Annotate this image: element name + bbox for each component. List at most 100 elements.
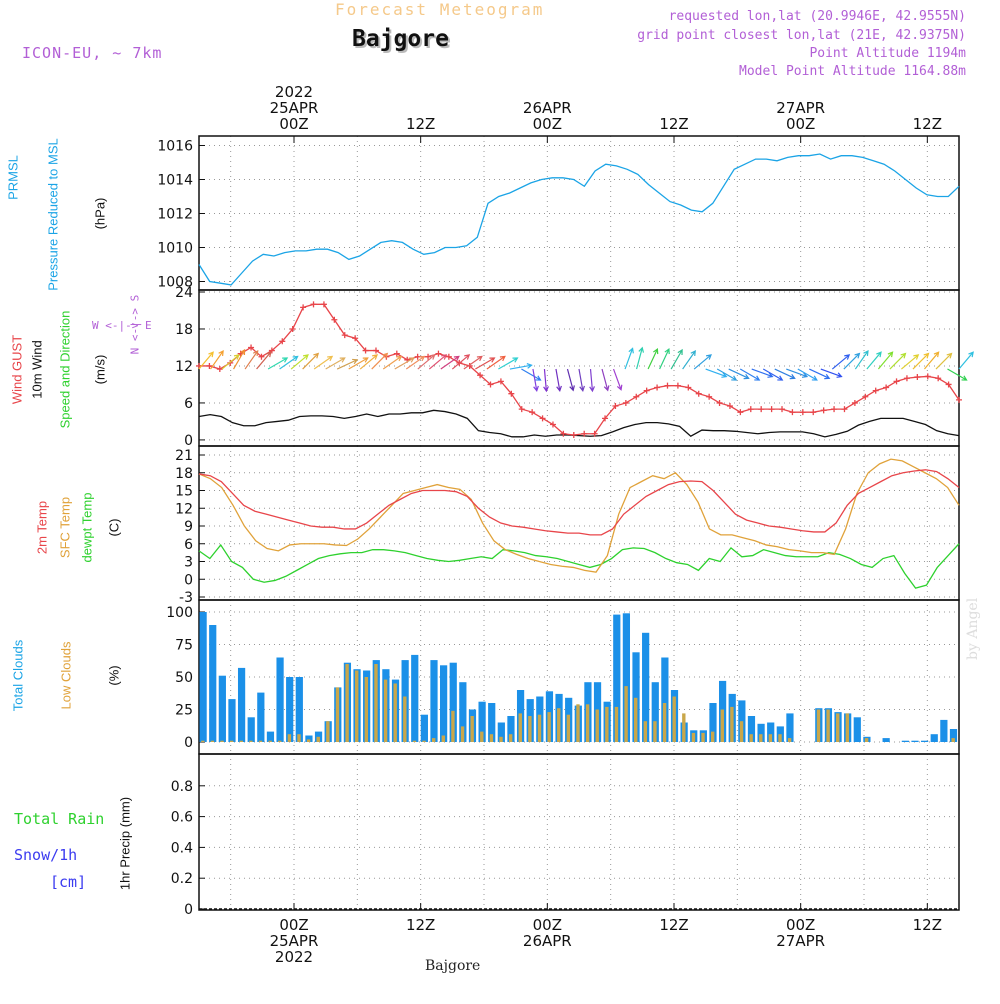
low-cloud-bar (701, 732, 705, 742)
wind-gust-line-marker (602, 415, 609, 422)
wind-gust-line-marker (331, 316, 338, 323)
total-cloud-bar (276, 657, 284, 742)
wind-gust-line-marker (883, 384, 890, 391)
y-tick-label: 50 (175, 670, 193, 686)
model-label: ICON-EU, ~ 7km (22, 44, 163, 62)
wind-gust-line-marker (497, 378, 504, 385)
wind-arrow (831, 354, 851, 370)
low-cloud-bar (595, 709, 599, 742)
low-cloud-bar (355, 670, 359, 742)
wind-gust-line-marker (268, 347, 275, 354)
low-cloud-bar (710, 731, 715, 742)
wind-gust-line-marker (258, 353, 265, 360)
low-cloud-bar (845, 713, 850, 742)
low-cloud-bar (547, 712, 551, 742)
low-cloud-bar (672, 696, 676, 742)
x-tick-label-bottom: 12Z (913, 916, 942, 934)
x-tick-label-top: 12Z (913, 115, 942, 133)
precip-axis-label: 1hr Precip (mm) (117, 796, 133, 891)
x-tick-label-top: 2022 (275, 83, 313, 101)
low-cloud-bar (345, 664, 349, 742)
wind-gust-line-marker (310, 301, 317, 308)
panel-frame-temperature (198, 445, 960, 601)
wind-arrow (901, 354, 920, 370)
low-cloud-bar (749, 734, 753, 742)
wind-gust-line-marker (425, 353, 432, 360)
total-cloud-bar (411, 654, 419, 742)
y-tick-label: 1016 (157, 139, 193, 155)
wind-arrow (774, 368, 796, 380)
y-tick-label: 1012 (157, 207, 193, 223)
low-cloud-bar (826, 709, 830, 742)
low-cloud-bar (759, 734, 763, 742)
x-tick-label-bottom: 00Z (786, 916, 815, 934)
wind-arrow (705, 368, 728, 378)
wind-gust-line-marker (248, 344, 255, 351)
total-cloud-bar (930, 734, 938, 742)
low-cloud-bar (220, 740, 224, 742)
y-tick-label: 0.6 (171, 810, 193, 826)
total-cloud-bar (295, 677, 303, 742)
wind-gust-line-marker (956, 396, 962, 403)
grid-point-coords: grid point closest lon,lat (21E, 42.9375… (637, 28, 966, 43)
wind-arrow (279, 355, 299, 370)
total-cloud-bar (497, 722, 505, 742)
low-cloud-bar (778, 734, 782, 742)
wind-arrow (786, 368, 809, 378)
wind-arrow (820, 368, 843, 378)
footer-location: Bajgore (425, 958, 481, 974)
low-cloud-bar (528, 716, 532, 742)
y-tick-label: 18 (175, 466, 193, 482)
low-cloud-bar (278, 740, 282, 742)
wind-gust-line-marker (945, 381, 952, 388)
wind-gust-line-marker (487, 381, 494, 388)
wind-gust-line-marker (924, 373, 931, 380)
prmsl-label: PRMSL (5, 155, 21, 200)
total-cloud-bar (440, 665, 448, 742)
total-cloud-bar (901, 740, 909, 742)
wind-gust-line-marker (591, 430, 598, 437)
wind-gust-line-marker (435, 350, 442, 357)
wind-gust-line-marker (685, 384, 692, 391)
wind-arrow (555, 368, 562, 392)
cloud-unit-label: (%) (106, 665, 122, 686)
wind-arrow (589, 368, 595, 393)
wind-gust-line-marker (362, 347, 369, 354)
wind-gust-line-marker (872, 387, 879, 394)
x-tick-label-bottom: 00Z (533, 916, 562, 934)
wind-unit-label: (m/s) (92, 354, 108, 385)
wind-arrow (601, 368, 610, 392)
total-cloud-bar (709, 703, 717, 742)
wind-arrow (923, 351, 940, 370)
low-cloud-bar (634, 697, 638, 742)
total-cloud-bar (940, 719, 948, 742)
wind-gust-line-marker (622, 399, 629, 406)
wind-gust-line-marker (643, 387, 650, 394)
wind-arrow (244, 349, 259, 370)
wind-arrow (233, 348, 246, 370)
wind-arrow (877, 351, 894, 370)
low-cloud-bar (836, 713, 840, 742)
low-cloud-bar (499, 736, 503, 742)
total-cloud-bar (420, 714, 428, 742)
low-cloud-bar (374, 664, 378, 742)
wind-gust-line-marker (320, 301, 327, 308)
total-cloud-bar (651, 682, 659, 742)
wind-arrow (290, 354, 309, 370)
y-tick-label: 6 (184, 396, 193, 412)
total-cloud-bar (247, 717, 255, 742)
low-cloud-bar (787, 738, 792, 742)
wind-arrow (716, 368, 738, 381)
y-tick-label: 12 (175, 501, 193, 517)
wind-arrow (405, 355, 426, 370)
wind-arrow (198, 351, 214, 370)
low-cloud-bar (557, 708, 561, 742)
x-tick-label-bottom: 26APR (523, 932, 572, 950)
wind-gust-line-marker (706, 393, 713, 400)
wind-gust-line-marker (612, 403, 619, 410)
low-cloud-bar (335, 687, 340, 742)
wind-gust-line-marker (695, 390, 702, 397)
total-cloud-bar (199, 612, 207, 742)
wind-gust-line-marker (820, 407, 827, 414)
